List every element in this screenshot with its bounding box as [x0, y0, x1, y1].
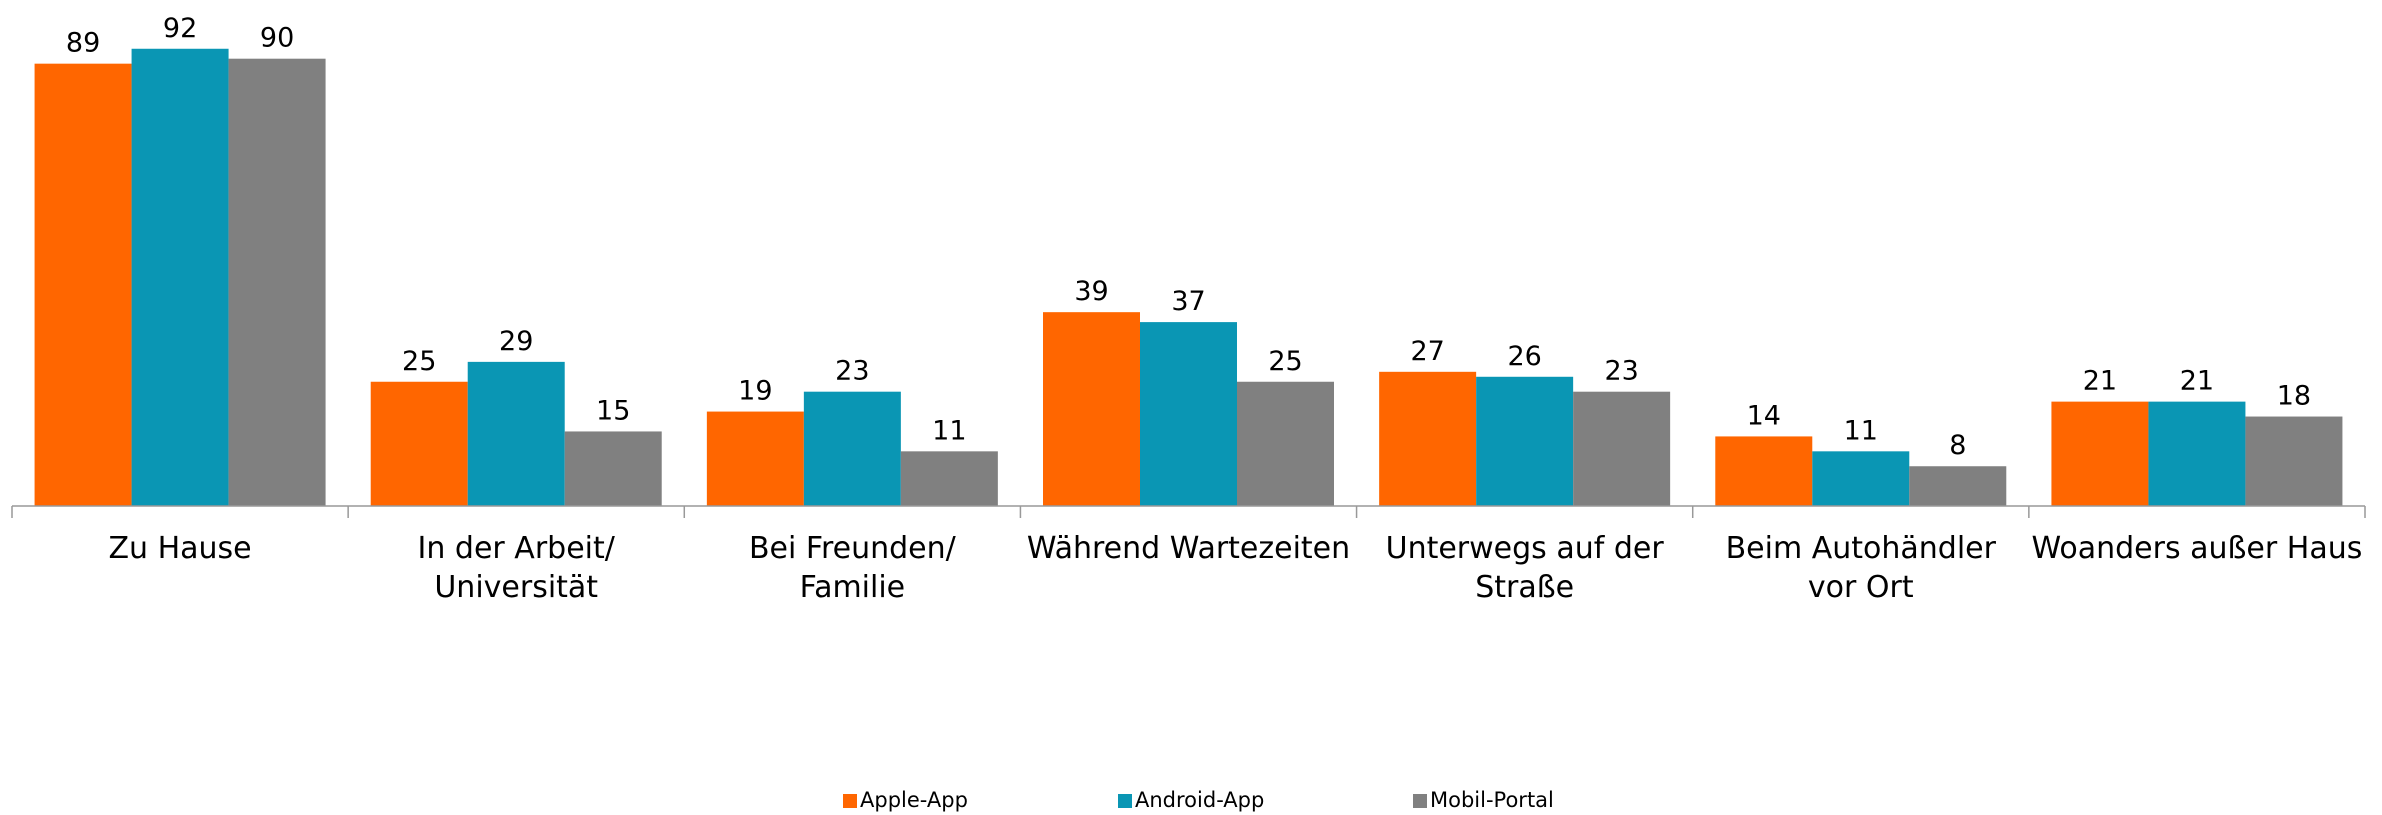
- value-label: 29: [499, 326, 533, 357]
- value-label: 19: [738, 376, 772, 407]
- value-label: 26: [1507, 341, 1541, 372]
- value-label: 25: [1268, 346, 1302, 377]
- legend-label: Android-App: [1135, 788, 1264, 812]
- x-tick-label: Während Wartezeiten: [1027, 531, 1350, 566]
- bar: [564, 431, 662, 506]
- bar: [370, 381, 468, 506]
- x-tick-label: In der Arbeit/Universität: [418, 531, 616, 605]
- value-label: 25: [402, 346, 436, 377]
- bar: [131, 48, 229, 506]
- bar: [1140, 322, 1237, 506]
- bar: [1573, 391, 1671, 506]
- legend-swatch: [1413, 794, 1427, 808]
- bar: [1379, 371, 1477, 506]
- value-label: 92: [163, 13, 197, 44]
- x-tick-label: Zu Hause: [108, 531, 251, 566]
- bar: [2245, 416, 2343, 506]
- legend-label: Mobil-Portal: [1430, 788, 1554, 812]
- x-tick-label: Bei Freunden/Familie: [749, 531, 957, 605]
- bar: [706, 411, 804, 506]
- value-label: 14: [1747, 400, 1781, 431]
- bar: [1812, 451, 1910, 506]
- value-label: 8: [1949, 430, 1966, 461]
- bar: [1476, 376, 1574, 506]
- legend-label: Apple-App: [860, 788, 968, 812]
- bar: [228, 58, 326, 506]
- x-tick-label: Unterwegs auf der Straße: [1386, 531, 1665, 605]
- value-label: 39: [1074, 276, 1108, 307]
- bar: [2051, 401, 2149, 506]
- value-label: 27: [1410, 336, 1444, 367]
- x-tick-label: Woanders außer Haus: [2031, 531, 2362, 566]
- value-label: 89: [66, 28, 100, 59]
- value-label: 37: [1171, 286, 1205, 317]
- legend-swatch: [843, 794, 857, 808]
- bar: [2148, 401, 2246, 506]
- value-label: 23: [835, 356, 869, 387]
- value-label: 18: [2277, 381, 2311, 412]
- value-label: 21: [2180, 366, 2214, 397]
- value-label: 23: [1604, 356, 1638, 387]
- bar: [1237, 381, 1334, 506]
- value-label: 15: [596, 395, 630, 426]
- bar: [34, 63, 132, 507]
- bar: [1043, 312, 1140, 506]
- bar: [900, 451, 998, 506]
- value-label: 11: [932, 415, 966, 446]
- bar: [467, 361, 565, 506]
- value-label: 90: [260, 23, 294, 54]
- legend-swatch: [1118, 794, 1132, 808]
- bar: [1909, 466, 2007, 506]
- bar: [1715, 436, 1813, 506]
- bar: [803, 391, 901, 506]
- value-label: 21: [2083, 366, 2117, 397]
- x-tick-label: Beim Autohändler vor Ort: [1726, 531, 1997, 605]
- value-label: 11: [1844, 415, 1878, 446]
